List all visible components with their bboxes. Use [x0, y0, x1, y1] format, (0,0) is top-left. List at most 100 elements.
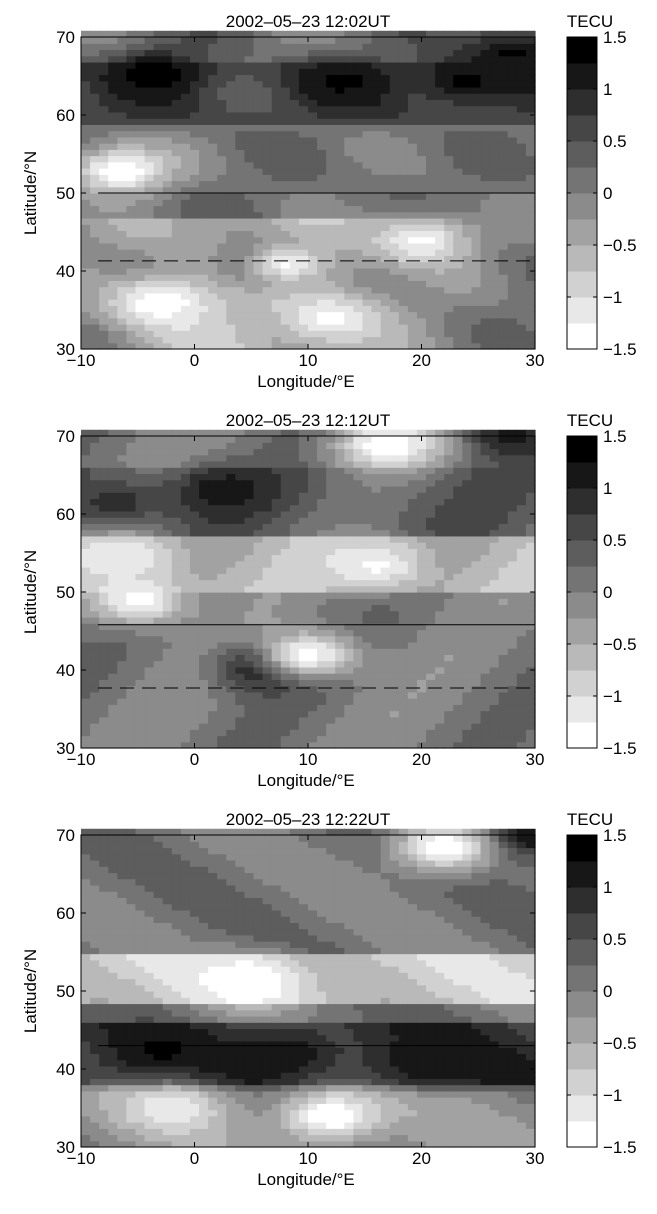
- field-cell: [108, 74, 118, 82]
- field-cell: [226, 174, 236, 182]
- field-cell: [444, 498, 454, 506]
- field-cell: [362, 454, 373, 462]
- field-cell: [407, 716, 418, 724]
- field-cell: [489, 193, 500, 200]
- field-cell: [344, 623, 354, 631]
- field-cell: [516, 161, 527, 169]
- field-cell: [90, 86, 100, 94]
- field-cell: [507, 37, 518, 44]
- field-cell: [498, 616, 509, 624]
- field-cell: [217, 641, 227, 649]
- field-cell: [362, 467, 373, 475]
- field-cell: [516, 193, 527, 200]
- field-cell: [144, 473, 155, 481]
- field-cell: [498, 666, 509, 674]
- field-cell: [271, 236, 282, 244]
- field-cell: [326, 211, 336, 219]
- field-cell: [471, 317, 482, 325]
- field-cell: [426, 641, 436, 649]
- field-cell: [344, 336, 354, 344]
- field-cell: [90, 168, 100, 175]
- field-cell: [81, 80, 91, 88]
- field-cell: [280, 224, 291, 232]
- field-cell: [226, 598, 236, 606]
- field-cell: [380, 635, 391, 643]
- field-cell: [371, 535, 382, 543]
- field-cell: [81, 193, 91, 200]
- field-cell: [171, 698, 182, 705]
- field-cell: [371, 554, 382, 562]
- field-cell: [326, 585, 336, 593]
- field-cell: [99, 429, 109, 437]
- field-cell: [217, 542, 227, 549]
- field-cell: [380, 317, 391, 325]
- field-cell: [435, 80, 445, 88]
- field-cell: [380, 729, 391, 737]
- field-cell: [126, 161, 137, 169]
- field-cell: [108, 55, 118, 63]
- field-cell: [253, 93, 264, 100]
- field-cell: [416, 261, 427, 269]
- field-cell: [398, 542, 409, 549]
- field-cell: [81, 317, 91, 325]
- field-cell: [126, 610, 137, 618]
- field-cell: [426, 86, 436, 94]
- field-cell: [189, 504, 200, 512]
- field-cell: [189, 623, 200, 631]
- field-cell: [271, 211, 282, 219]
- field-cell: [462, 592, 473, 599]
- field-cell: [262, 105, 273, 113]
- field-cell: [126, 629, 137, 637]
- field-cell: [171, 180, 182, 188]
- field-cell: [416, 567, 427, 574]
- field-cell: [362, 641, 373, 649]
- field-cell: [344, 80, 354, 88]
- field-cell: [353, 186, 364, 194]
- field-cell: [380, 498, 391, 506]
- field-cell: [108, 211, 118, 219]
- field-cell: [253, 37, 264, 44]
- field-cell: [99, 454, 109, 462]
- field-cell: [199, 37, 209, 44]
- field-cell: [217, 230, 227, 238]
- field-cell: [426, 723, 436, 730]
- field-cell: [335, 598, 345, 606]
- field-cell: [398, 199, 409, 207]
- field-cell: [117, 529, 127, 537]
- field-cell: [326, 704, 336, 712]
- field-cell: [189, 517, 200, 524]
- field-cell: [81, 43, 91, 51]
- field-cell: [271, 654, 282, 662]
- field-cell: [398, 467, 409, 475]
- field-cell: [416, 673, 427, 680]
- field-cell: [180, 598, 191, 606]
- field-cell: [389, 211, 400, 219]
- field-cell: [317, 442, 327, 450]
- field-cell: [253, 448, 264, 456]
- field-cell: [189, 224, 200, 232]
- field-cell: [153, 30, 164, 38]
- field-cell: [189, 205, 200, 213]
- field-cell: [326, 236, 336, 244]
- field-cell: [108, 679, 118, 687]
- field-cell: [153, 492, 164, 499]
- field-cell: [180, 274, 191, 281]
- field-cell: [435, 517, 445, 524]
- field-cell: [380, 592, 391, 599]
- field-cell: [162, 236, 173, 244]
- field-cell: [90, 666, 100, 674]
- field-cell: [435, 467, 445, 475]
- field-cell: [298, 55, 309, 63]
- field-cell: [226, 442, 236, 450]
- field-cell: [516, 86, 527, 94]
- field-cell: [326, 504, 336, 512]
- field-cell: [171, 280, 182, 288]
- field-cell: [407, 629, 418, 637]
- field-cell: [507, 317, 518, 325]
- field-cell: [90, 504, 100, 512]
- field-cell: [398, 535, 409, 543]
- field-cell: [117, 723, 127, 730]
- field-cell: [489, 68, 500, 76]
- field-cell: [444, 186, 454, 194]
- field-cell: [380, 429, 391, 437]
